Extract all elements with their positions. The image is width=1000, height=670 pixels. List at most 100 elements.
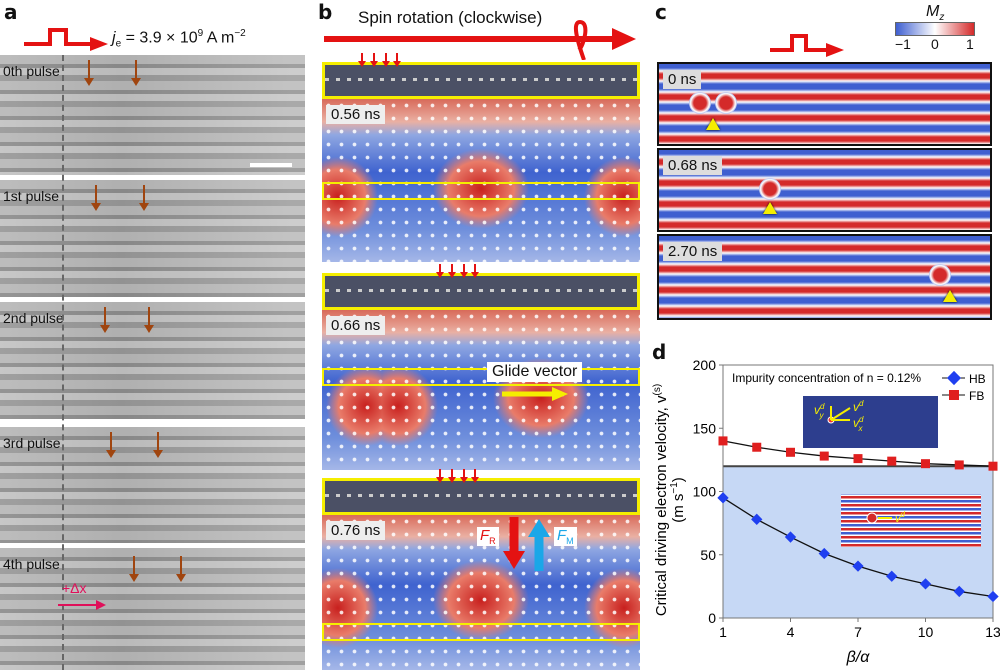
bubble bbox=[689, 92, 711, 114]
legend: HB FB bbox=[942, 370, 986, 403]
bubble bbox=[759, 178, 781, 200]
red-arrow-icon bbox=[358, 53, 366, 67]
data-point-FB bbox=[887, 456, 897, 466]
x-tick-label: 4 bbox=[787, 624, 795, 640]
force-m-sub: M bbox=[566, 536, 574, 546]
time-label: 0.76 ns bbox=[326, 521, 386, 540]
legend-marker-hb bbox=[946, 370, 962, 386]
colorbar-tick: 0 bbox=[931, 36, 939, 52]
spin-chain-strip-2 bbox=[322, 273, 640, 310]
force-r-arrow-icon bbox=[503, 517, 525, 569]
mz-sub: z bbox=[939, 12, 945, 24]
time-label: 0.66 ns bbox=[326, 316, 386, 335]
glide-vector-label: Glide vector bbox=[487, 362, 583, 382]
y-axis-label: Critical driving electron velocity, v(s)… bbox=[652, 384, 687, 616]
svg-text:Critical driving electron velo: Critical driving electron velocity, v(s) bbox=[652, 384, 670, 616]
domain-arrow-icon bbox=[129, 556, 139, 582]
simulation-frame-2: 0.66 ns Glide vector bbox=[322, 310, 640, 470]
panel-a-label: a bbox=[4, 0, 18, 24]
spin-rotation-arrow-icon bbox=[324, 20, 636, 60]
domain-arrow-icon bbox=[84, 60, 94, 86]
panel-b-label: b bbox=[318, 0, 333, 24]
yellow-highlight-band bbox=[322, 182, 640, 200]
pulse-label: 2nd pulse bbox=[3, 310, 64, 326]
force-r-label: FR bbox=[477, 527, 499, 546]
domain-arrow-icon bbox=[153, 432, 163, 458]
displacement-arrow-icon bbox=[58, 600, 106, 610]
data-point-HB bbox=[953, 585, 965, 598]
j-unit-exp: −2 bbox=[234, 28, 246, 39]
yellow-highlight-band bbox=[322, 623, 640, 641]
legend-hb: HB bbox=[969, 372, 986, 386]
data-point-HB bbox=[717, 492, 729, 504]
data-point-FB bbox=[954, 460, 964, 470]
data-point-FB bbox=[819, 451, 829, 461]
reference-dashed-line bbox=[62, 55, 64, 670]
panel-d-label: d bbox=[652, 340, 667, 364]
impurity-marker-icon bbox=[763, 202, 777, 214]
red-arrow-icon bbox=[471, 264, 479, 278]
micrograph-pulse-1: 1st pulse bbox=[0, 180, 305, 297]
data-point-FB bbox=[921, 459, 930, 469]
pulse-label: 1st pulse bbox=[3, 188, 60, 204]
x-axis-label: β/α bbox=[846, 649, 871, 666]
y-tick-label: 100 bbox=[693, 484, 717, 500]
legend-fb: FB bbox=[969, 389, 984, 403]
ylabel-line2-sup: −1 bbox=[669, 482, 680, 494]
pulse-label: 0th pulse bbox=[3, 63, 60, 79]
data-point-FB bbox=[752, 442, 762, 452]
red-arrow-icon bbox=[382, 53, 390, 67]
colorbar bbox=[895, 22, 975, 36]
red-arrow-icon bbox=[448, 264, 456, 278]
red-arrow-icon bbox=[448, 469, 456, 483]
svg-text:vdy: vd y bbox=[814, 402, 825, 420]
domain-arrow-icon bbox=[91, 185, 101, 211]
x-tick-label: 10 bbox=[918, 624, 934, 640]
vd-label-2: vd bbox=[895, 510, 906, 525]
x-tick-label: 1 bbox=[719, 624, 727, 640]
legend-marker-fb bbox=[949, 390, 959, 400]
pulse-arrow-icon bbox=[24, 28, 108, 51]
vyd-label: v bbox=[814, 403, 821, 417]
impurity-marker-icon bbox=[706, 118, 720, 130]
force-m-symbol: F bbox=[557, 527, 567, 544]
red-arrow-icon bbox=[471, 469, 479, 483]
j-exp: 9 bbox=[197, 28, 204, 39]
pulse-label: 3rd pulse bbox=[3, 435, 61, 451]
time-label: 0.68 ns bbox=[663, 156, 723, 175]
j-value: = 3.9 × 10 bbox=[121, 29, 198, 47]
pulse-label: 4th pulse bbox=[3, 556, 60, 572]
displacement-label: +Δx bbox=[62, 580, 87, 596]
micrograph-pulse-4: 4th pulse bbox=[0, 548, 305, 670]
domain-arrow-icon bbox=[106, 432, 116, 458]
j-sub: e bbox=[115, 38, 122, 50]
red-arrow-icon bbox=[436, 264, 444, 278]
bubble bbox=[929, 264, 951, 286]
x-tick-label: 13 bbox=[985, 624, 1000, 640]
red-arrow-icon bbox=[393, 53, 401, 67]
colorbar-tick: 1 bbox=[966, 36, 974, 52]
micrograph-pulse-0: 0th pulse bbox=[0, 55, 305, 175]
mz-snapshot-2: 0.68 ns bbox=[657, 148, 992, 232]
force-m-label: FM bbox=[554, 527, 577, 546]
x-tick-label: 7 bbox=[854, 624, 862, 640]
ylabel-line2: (m s bbox=[670, 494, 687, 523]
force-r-symbol: F bbox=[480, 527, 490, 544]
domain-arrow-icon bbox=[139, 185, 149, 211]
glide-vector-arrow-icon bbox=[502, 387, 568, 401]
y-tick-label: 50 bbox=[700, 547, 716, 563]
ylabel-line2-end: ) bbox=[670, 477, 687, 482]
data-point-FB bbox=[988, 461, 998, 471]
force-r-sub: R bbox=[489, 536, 496, 546]
simulation-frame-1: 0.56 ns bbox=[322, 99, 640, 262]
domain-arrow-icon bbox=[131, 60, 141, 86]
spin-chain-strip-3 bbox=[322, 478, 640, 515]
mz-snapshot-3: 2.70 ns bbox=[657, 234, 992, 320]
j-symbol: j bbox=[112, 29, 116, 47]
pulse-arrow-icon bbox=[770, 34, 844, 57]
red-arrow-icon bbox=[370, 53, 378, 67]
domain-arrow-icon bbox=[144, 307, 154, 333]
domain-arrow-icon bbox=[100, 307, 110, 333]
current-density-label: je = 3.9 × 109 A m−2 bbox=[112, 28, 246, 50]
vd-label: vd bbox=[853, 399, 864, 414]
